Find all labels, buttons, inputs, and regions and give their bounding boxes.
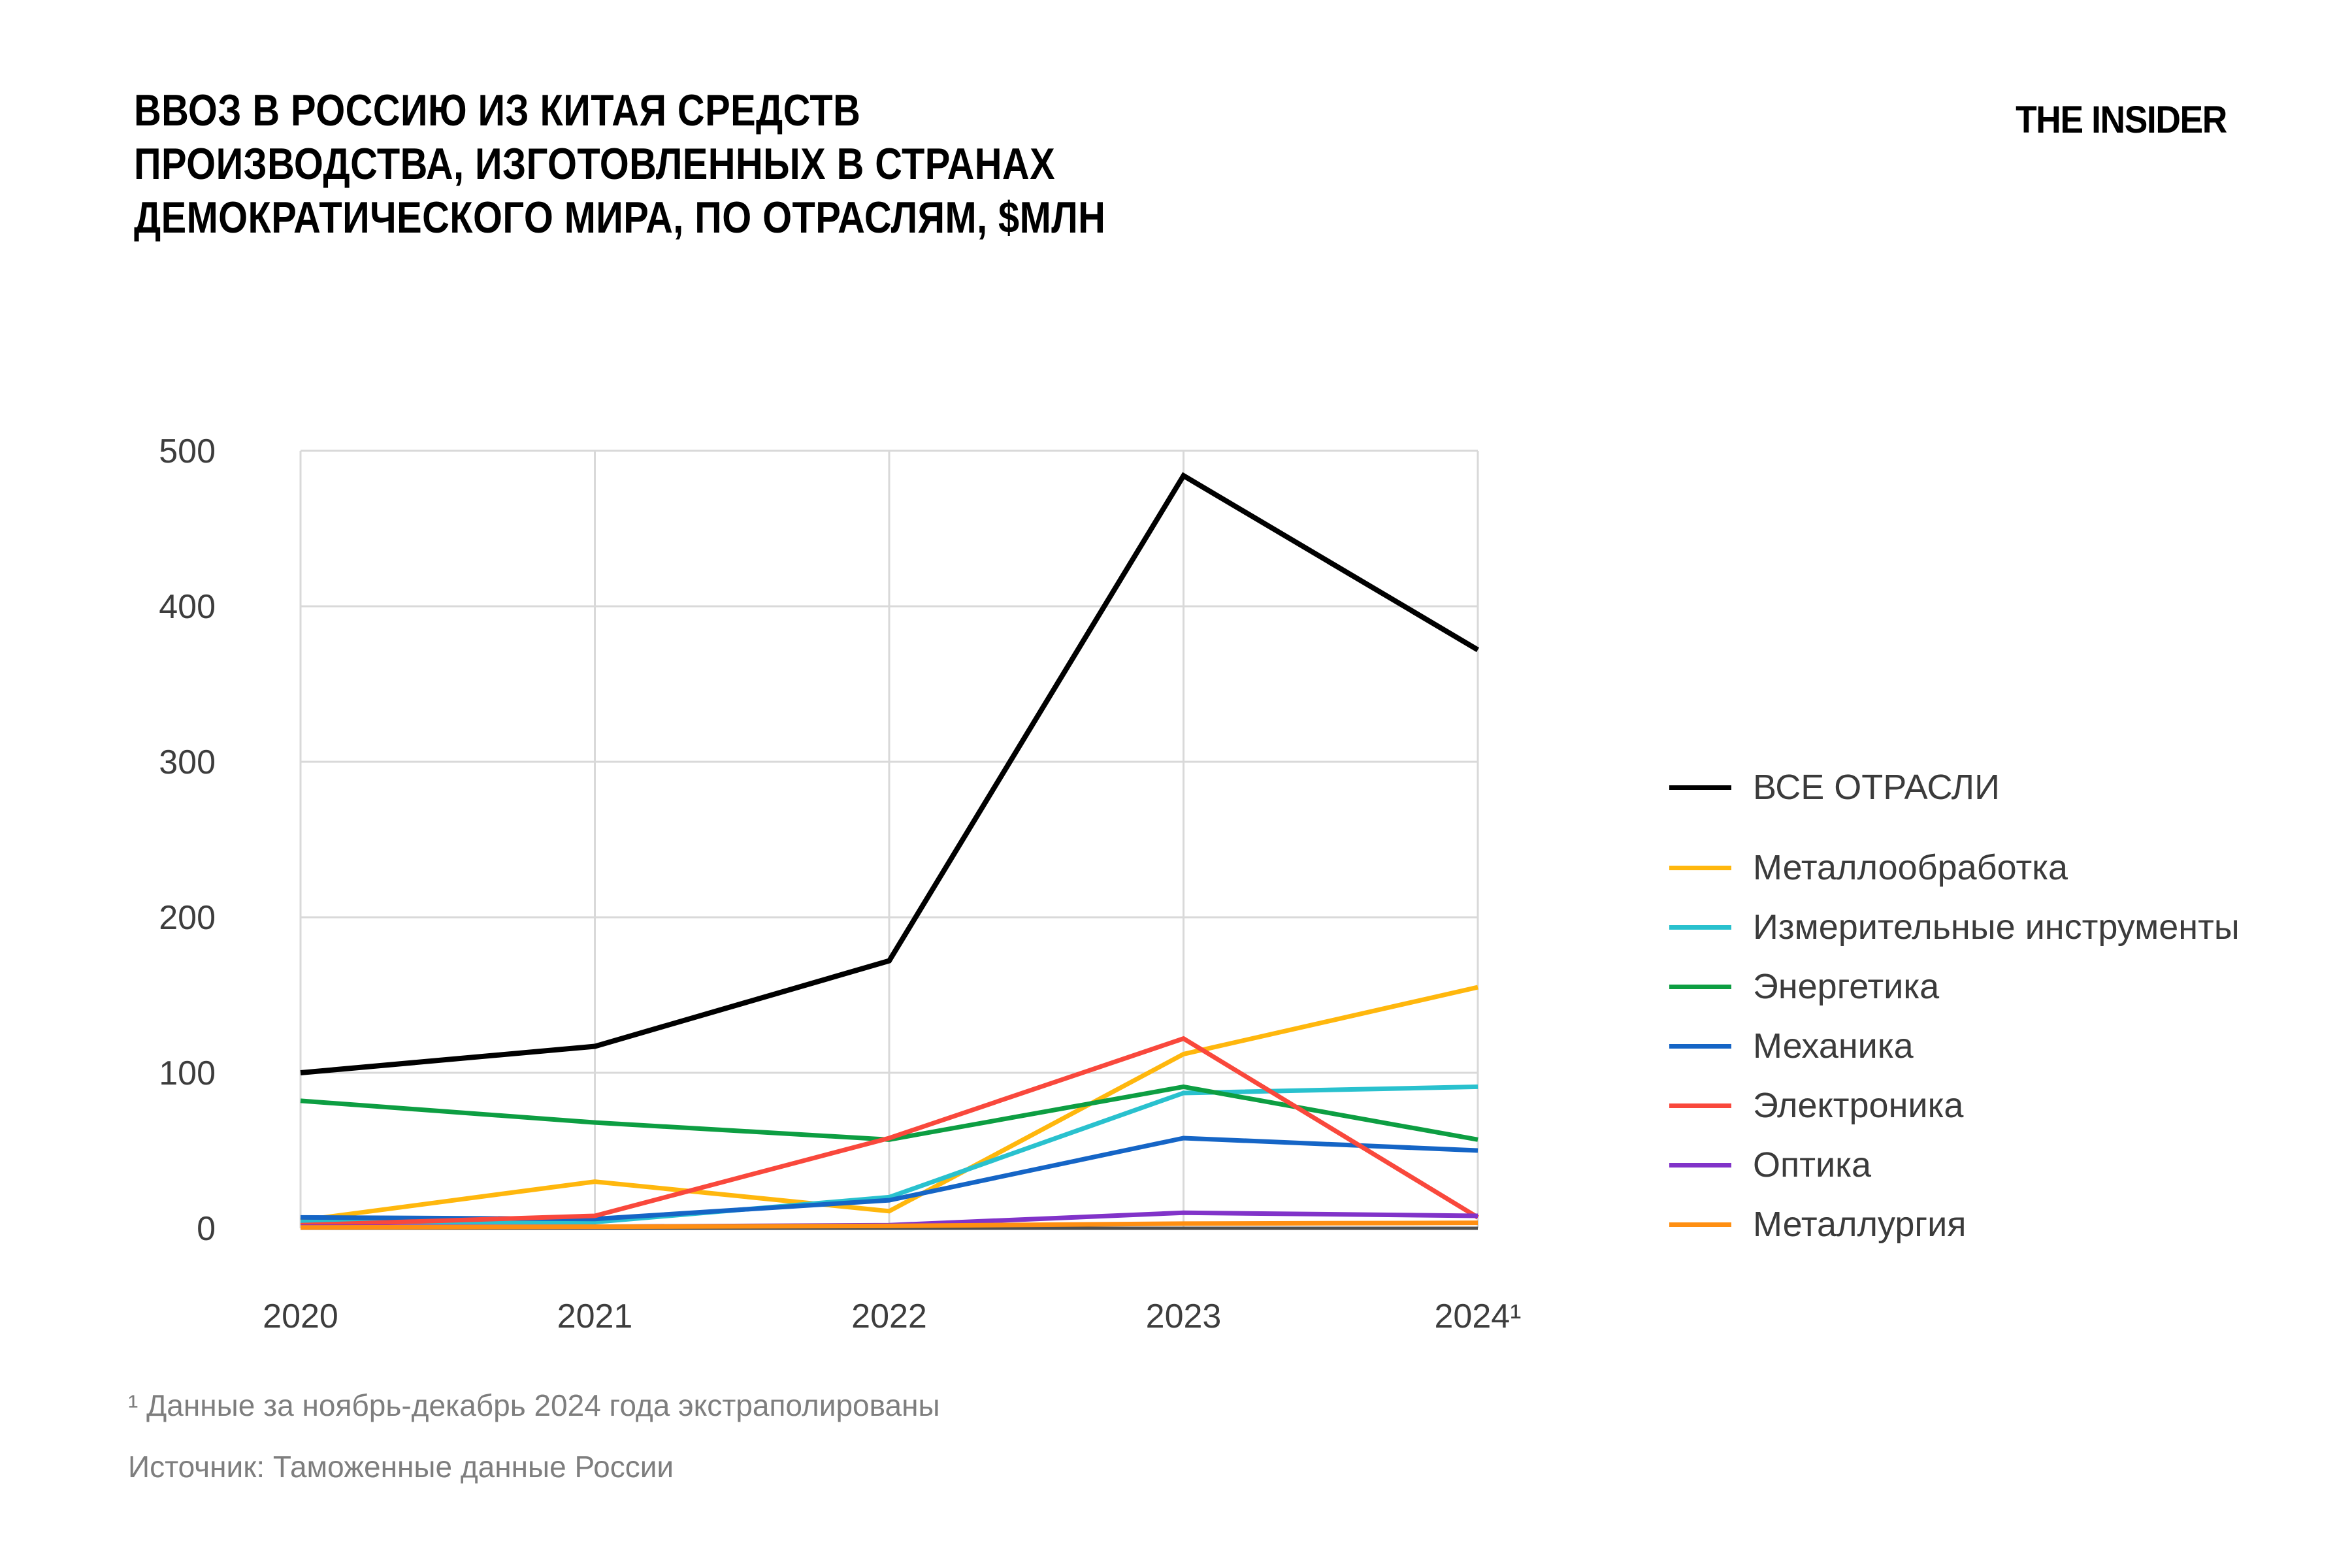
legend-swatch-icon bbox=[1669, 785, 1731, 790]
series-line-0 bbox=[300, 472, 1480, 1075]
legend-item-4: Механика bbox=[1669, 1026, 2240, 1066]
legend-swatch-icon bbox=[1669, 984, 1731, 989]
chart-title-line-3: ДЕМОКРАТИЧЕСКОГО МИРА, ПО ОТРАСЛЯМ, $МЛН bbox=[134, 193, 1106, 242]
y-tick-label-200: 200 bbox=[159, 899, 216, 937]
x-tick-label-4: 2024¹ bbox=[1435, 1298, 1522, 1335]
legend-label: Металлургия bbox=[1753, 1205, 1967, 1244]
legend-item-5: Электроника bbox=[1669, 1086, 2240, 1125]
legend-label: Оптика bbox=[1753, 1145, 1871, 1184]
y-tick-label-0: 0 bbox=[197, 1210, 216, 1248]
chart-title-line-1: ВВОЗ В РОССИЮ ИЗ КИТАЯ СРЕДСТВ bbox=[134, 86, 861, 135]
footnote-note: ¹ Данные за ноябрь-декабрь 2024 года экс… bbox=[128, 1388, 940, 1422]
legend-label: Энергетика bbox=[1753, 967, 1940, 1006]
legend-item-2: Измерительные инструменты bbox=[1669, 907, 2240, 947]
series-line-1 bbox=[300, 985, 1478, 1223]
legend-label: Электроника bbox=[1753, 1086, 1964, 1125]
legend-item-7: Металлургия bbox=[1669, 1205, 2240, 1244]
footnote-source: Источник: Таможенные данные России bbox=[128, 1450, 674, 1484]
legend-swatch-icon bbox=[1669, 924, 1731, 930]
chart-title-line-2: ПРОИЗВОДСТВА, ИЗГОТОВЛЕННЫХ В СТРАНАХ bbox=[134, 139, 1056, 189]
x-tick-label-3: 2023 bbox=[1146, 1298, 1222, 1335]
footnotes: ¹ Данные за ноябрь-декабрь 2024 года экс… bbox=[128, 1388, 940, 1511]
legend-label: ВСЕ ОТРАСЛИ bbox=[1753, 768, 2000, 807]
series-line-2 bbox=[301, 1084, 1478, 1224]
legend-item-3: Энергетика bbox=[1669, 967, 2240, 1006]
legend: ВСЕ ОТРАСЛИ Металлообработка Измерительные… bbox=[1669, 768, 2240, 1266]
y-tick-label-300: 300 bbox=[159, 743, 216, 781]
legend-item-6: Оптика bbox=[1669, 1145, 2240, 1184]
series-line-5 bbox=[300, 1036, 1479, 1228]
legend-swatch-icon bbox=[1669, 1162, 1731, 1168]
legend-label: Измерительные инструменты bbox=[1753, 907, 2240, 947]
chart-title: ВВОЗ В РОССИЮ ИЗ КИТАЯ СРЕДСТВ ПРОИЗВОДС… bbox=[134, 84, 1105, 244]
legend-swatch-icon bbox=[1669, 1103, 1731, 1108]
legend-swatch-icon bbox=[1669, 1043, 1731, 1049]
y-tick-label-400: 400 bbox=[159, 588, 216, 626]
y-tick-label-500: 500 bbox=[159, 433, 216, 470]
series-line-7 bbox=[300, 1220, 1478, 1230]
legend-label: Металлообработка bbox=[1753, 848, 2068, 887]
x-tick-label-2: 2022 bbox=[851, 1298, 927, 1335]
legend-swatch-icon bbox=[1669, 1222, 1731, 1227]
y-tick-label-100: 100 bbox=[159, 1054, 216, 1092]
x-tick-label-0: 2020 bbox=[263, 1298, 338, 1335]
the-insider-logo: THE INSIDER bbox=[2016, 99, 2227, 141]
legend-item-0: ВСЕ ОТРАСЛИ bbox=[1669, 768, 2240, 807]
legend-item-1: Металлообработка bbox=[1669, 848, 2240, 887]
x-tick-label-1: 2021 bbox=[557, 1298, 633, 1335]
legend-swatch-icon bbox=[1669, 865, 1731, 870]
legend-label: Механика bbox=[1753, 1026, 1914, 1066]
